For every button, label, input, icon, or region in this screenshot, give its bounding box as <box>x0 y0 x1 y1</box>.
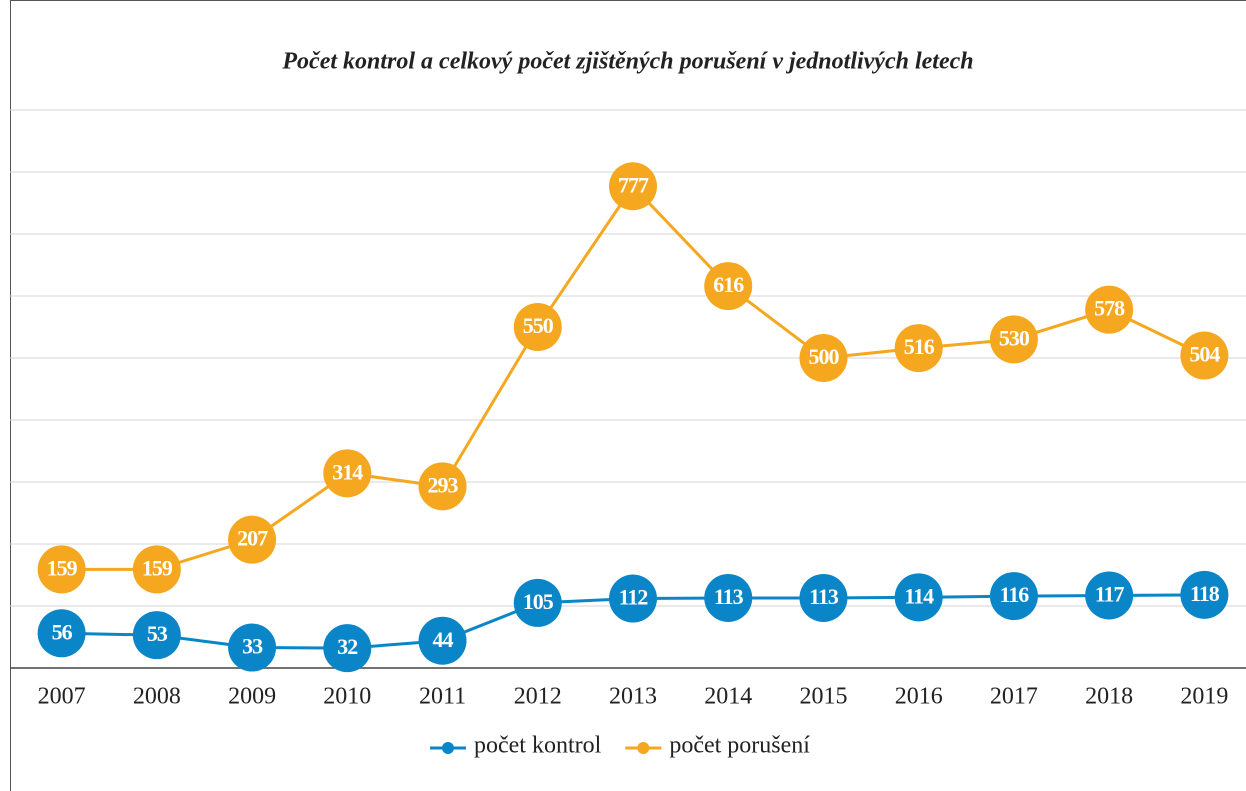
data-label: 53 <box>147 621 168 646</box>
x-tick-label: 2007 <box>38 684 86 710</box>
legend-marker <box>637 742 650 754</box>
chart-title: Počet kontrol a celkový počet zjištěných… <box>281 49 973 75</box>
x-tick-label: 2010 <box>323 684 371 710</box>
point <box>989 572 1038 621</box>
data-label: 33 <box>242 634 263 659</box>
x-tick-label: 2014 <box>704 684 752 710</box>
point <box>323 449 372 498</box>
x-tick-label: 2009 <box>228 684 276 710</box>
data-label: 578 <box>1094 296 1125 321</box>
legend-label: počet porušení <box>669 733 810 759</box>
data-label: 777 <box>618 172 649 197</box>
point <box>894 324 943 373</box>
x-tick-label: 2012 <box>514 684 562 710</box>
x-tick-label: 2018 <box>1085 684 1133 710</box>
point <box>418 462 467 511</box>
point <box>132 545 181 594</box>
data-label: 113 <box>714 584 744 609</box>
data-label: 118 <box>1190 581 1220 606</box>
point <box>609 162 657 211</box>
data-label: 500 <box>808 344 839 369</box>
x-tick-label: 2011 <box>419 684 466 710</box>
point <box>799 573 848 622</box>
x-tick-label: 2017 <box>990 684 1038 710</box>
legend-label: počet kontrol <box>474 733 602 759</box>
point <box>418 616 467 665</box>
data-label: 117 <box>1095 582 1125 607</box>
data-label: 159 <box>142 555 173 580</box>
data-label: 56 <box>52 619 73 644</box>
point <box>1180 331 1229 380</box>
point <box>37 545 86 594</box>
point <box>37 609 86 658</box>
point <box>1180 570 1229 619</box>
point <box>1085 285 1134 334</box>
x-tick-label: 2013 <box>609 684 657 710</box>
data-label: 504 <box>1189 342 1220 367</box>
x-tick-label: 2008 <box>133 684 181 710</box>
point <box>1085 571 1134 620</box>
point <box>132 611 181 660</box>
data-label: 159 <box>47 555 78 580</box>
point <box>894 573 943 622</box>
point <box>704 262 753 311</box>
point <box>989 315 1038 364</box>
point <box>323 624 372 673</box>
data-label: 530 <box>999 325 1030 350</box>
point <box>799 334 848 382</box>
point <box>704 573 753 622</box>
x-tick-label: 2016 <box>895 684 943 710</box>
chart-frame <box>10 0 1246 791</box>
point <box>228 623 277 672</box>
x-tick-label: 2019 <box>1180 684 1228 710</box>
data-label: 516 <box>904 334 935 359</box>
data-label: 44 <box>433 627 454 652</box>
point <box>513 303 562 351</box>
point <box>609 574 657 623</box>
data-label: 105 <box>523 589 554 614</box>
data-label: 550 <box>523 313 554 338</box>
data-label: 114 <box>904 583 934 608</box>
x-tick-label: 2015 <box>799 684 847 710</box>
data-label: 293 <box>428 472 459 497</box>
point <box>513 578 562 627</box>
data-label: 32 <box>337 634 358 659</box>
data-label: 112 <box>619 585 649 610</box>
data-label: 314 <box>332 459 363 484</box>
data-label: 616 <box>713 272 744 297</box>
point <box>228 515 277 564</box>
data-label: 113 <box>809 584 839 609</box>
data-label: 116 <box>1000 582 1030 607</box>
data-label: 207 <box>237 526 268 551</box>
legend-marker <box>442 742 454 754</box>
